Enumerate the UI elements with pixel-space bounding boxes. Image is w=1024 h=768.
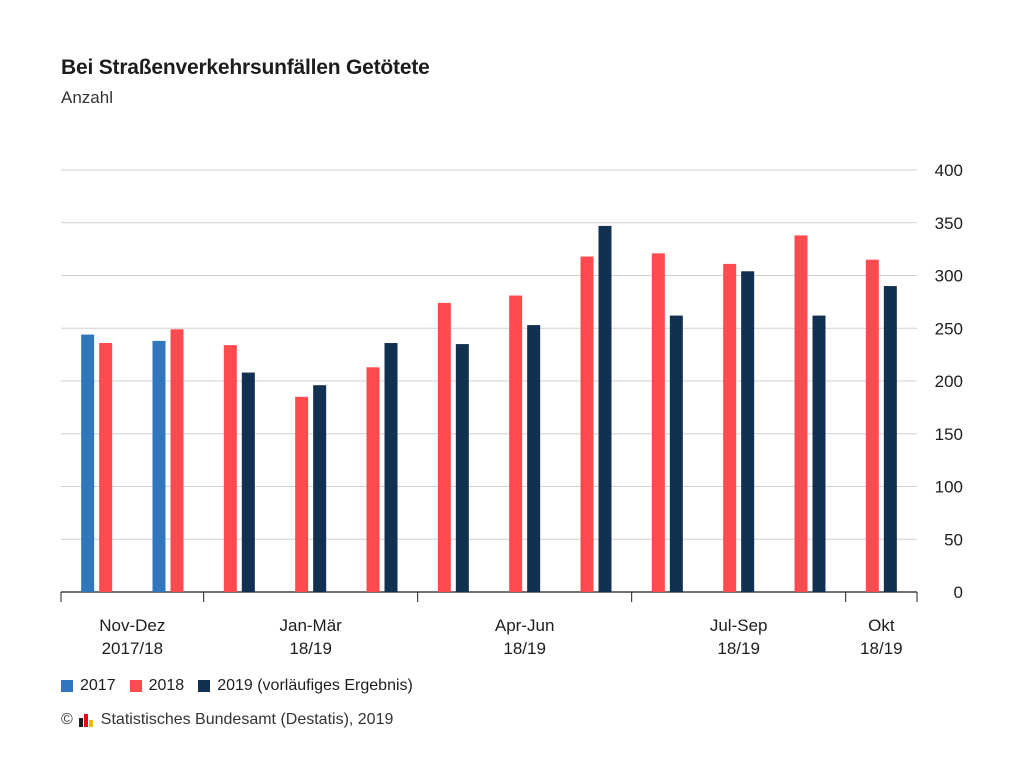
legend-swatch-2018 [129,680,142,692]
bar-2018-Aug [723,263,737,592]
bar-2017-Nov [81,334,95,592]
legend-item-2019: 2019 (vorläufiges Ergebnis) [198,677,413,695]
destatis-logo-icon [78,713,95,727]
x-group-sublabel: 18/19 [860,639,903,658]
bar-2018-Sep [794,235,808,592]
y-tick-label: 150 [935,425,963,444]
legend: 2017 2018 2019 (vorläufiges Ergebnis) [61,677,413,695]
chart-title: Bei Straßenverkehrsunfällen Getötete [61,56,430,79]
bar-2018-Jun [580,256,594,592]
legend-item-2017: 2017 [61,677,116,695]
x-group-sublabel: 18/19 [717,639,760,658]
bar-2019-Sep [812,315,826,592]
source-line: © Statistisches Bundesamt (Destatis), 20… [61,711,393,729]
bar-2018-Jul [651,253,665,592]
x-group-sublabel: 2017/18 [102,639,163,658]
legend-swatch-2017 [61,680,73,692]
bar-2018-Mär [366,367,380,592]
y-tick-label: 400 [935,161,963,180]
bar-2019-Jun [598,225,612,593]
x-group-sublabel: 18/19 [503,639,546,658]
legend-label-2018: 2018 [148,677,185,694]
bar-2018-Apr [437,302,451,592]
bar-chart: 0 50 100 150 200 250 300 350 400 Nov-Dez 2017/18 Ja… [60,161,963,658]
x-group-label: Apr-Jun [495,616,555,635]
y-tick-label: 0 [954,583,963,602]
x-group-label: Nov-Dez [99,616,165,635]
bar-2019-Mai [527,325,541,592]
bar-2019-Jul [669,315,683,592]
y-tick-label: 100 [935,478,963,497]
legend-swatch-2019 [198,680,211,692]
y-tick-label: 350 [935,214,963,233]
chart-subtitle: Anzahl [61,88,113,107]
bar-2019-Aug [741,271,755,592]
x-group-label: Jan-Mär [279,616,342,635]
x-group-sublabel: 18/19 [289,639,332,658]
bar-2018-Mai [509,295,523,592]
source-text: Statistisches Bundesamt (Destatis), 2019 [100,711,394,728]
y-tick-label: 50 [944,530,963,549]
bar-2019-Mär [384,343,398,592]
y-tick-label: 300 [935,267,963,286]
bar-2019-Apr [455,344,469,592]
bar-2019-Okt [883,286,897,592]
bar-2018-Dez [170,329,184,592]
y-tick-label: 250 [935,319,963,338]
copyright-symbol: © [61,711,73,728]
bar-2019-Feb [313,385,327,592]
y-tick-label: 200 [935,372,963,391]
legend-label-2017: 2017 [80,677,116,694]
bar-2018-Okt [865,259,879,592]
legend-label-2019: 2019 (vorläufiges Ergebnis) [217,677,413,694]
bar-2018-Nov [99,343,113,592]
bar-2017-Dez [152,340,166,592]
bar-2019-Jan [241,372,255,592]
bar-2018-Jan [223,345,237,592]
legend-item-2018: 2018 [129,677,185,695]
x-group-label: Jul-Sep [710,616,768,635]
x-group-label: Okt [868,616,895,635]
bar-2018-Feb [295,396,309,592]
